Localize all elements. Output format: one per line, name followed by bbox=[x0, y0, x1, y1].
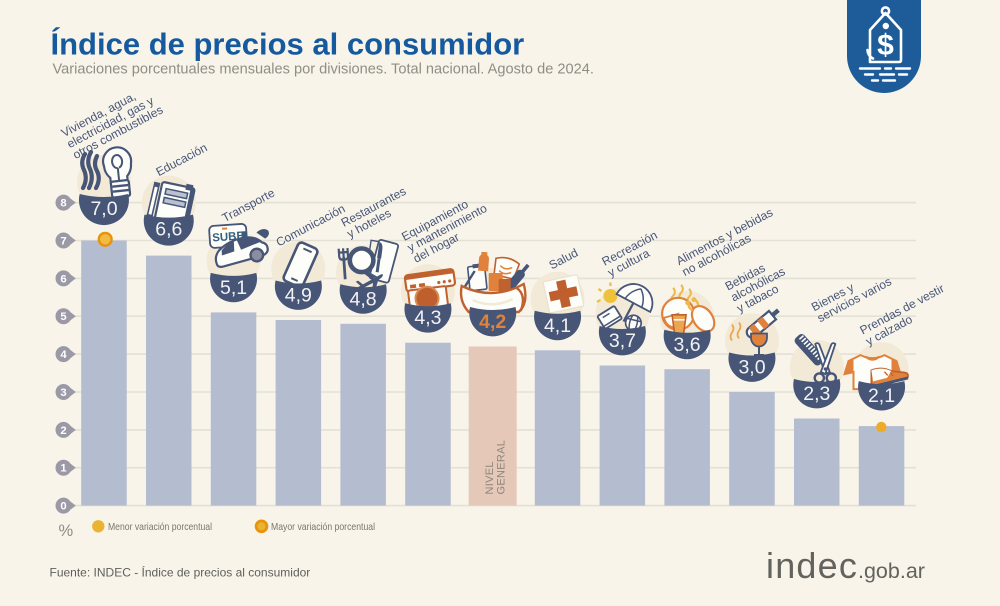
svg-text:.gob.ar: .gob.ar bbox=[858, 559, 925, 583]
svg-text:4,2: 4,2 bbox=[479, 311, 506, 333]
svg-text:4,3: 4,3 bbox=[414, 307, 441, 329]
svg-text:Educación: Educación bbox=[154, 140, 210, 179]
svg-text:2: 2 bbox=[60, 425, 66, 437]
svg-text:Variaciones porcentuales mensu: Variaciones porcentuales mensuales por d… bbox=[53, 61, 594, 77]
svg-text:Índice de precios al consumido: Índice de precios al consumidor bbox=[51, 26, 525, 61]
svg-text:6: 6 bbox=[60, 273, 66, 285]
svg-text:Comunicación: Comunicación bbox=[274, 201, 348, 249]
svg-text:Menor variación porcentual: Menor variación porcentual bbox=[108, 522, 212, 533]
svg-text:3,6: 3,6 bbox=[674, 334, 701, 356]
svg-text:4,8: 4,8 bbox=[350, 288, 377, 310]
svg-text:6,6: 6,6 bbox=[155, 219, 182, 241]
svg-text:Mayor variación porcentual: Mayor variación porcentual bbox=[271, 522, 375, 533]
svg-text:Transporte: Transporte bbox=[220, 186, 278, 226]
svg-text:Bebidasalcohólicasy tabaco: Bebidasalcohólicasy tabaco bbox=[723, 253, 794, 315]
svg-text:NIVELGENERAL: NIVELGENERAL bbox=[484, 440, 508, 495]
svg-text:indec: indec bbox=[766, 545, 858, 586]
svg-text:Fuente: INDEC - Índice de prec: Fuente: INDEC - Índice de precios al con… bbox=[50, 565, 311, 580]
svg-text:2,1: 2,1 bbox=[868, 385, 895, 407]
svg-text:8: 8 bbox=[60, 198, 66, 210]
svg-text:7,0: 7,0 bbox=[90, 198, 117, 220]
svg-text:$: $ bbox=[877, 29, 894, 62]
svg-text:5,1: 5,1 bbox=[220, 277, 247, 299]
svg-text:5: 5 bbox=[60, 311, 66, 323]
svg-text:Equipamientoy mantenimientodel: Equipamientoy mantenimientodel hogar bbox=[399, 190, 495, 266]
svg-text:Alimentos y bebidasno alcohóli: Alimentos y bebidasno alcohólicas bbox=[674, 205, 781, 279]
svg-text:7: 7 bbox=[60, 236, 66, 248]
svg-text:0: 0 bbox=[60, 501, 66, 513]
svg-text:Recreacióny cultura: Recreacióny cultura bbox=[600, 228, 666, 280]
svg-text:2,3: 2,3 bbox=[803, 383, 830, 405]
svg-text:%: % bbox=[59, 522, 74, 540]
svg-text:4,1: 4,1 bbox=[544, 315, 571, 337]
svg-text:Salud: Salud bbox=[547, 245, 581, 272]
svg-text:1: 1 bbox=[60, 463, 66, 475]
svg-text:4: 4 bbox=[60, 349, 67, 361]
svg-text:3,0: 3,0 bbox=[738, 357, 765, 379]
svg-text:4,9: 4,9 bbox=[285, 285, 312, 307]
svg-text:3: 3 bbox=[60, 387, 66, 399]
svg-text:3,7: 3,7 bbox=[609, 330, 636, 352]
